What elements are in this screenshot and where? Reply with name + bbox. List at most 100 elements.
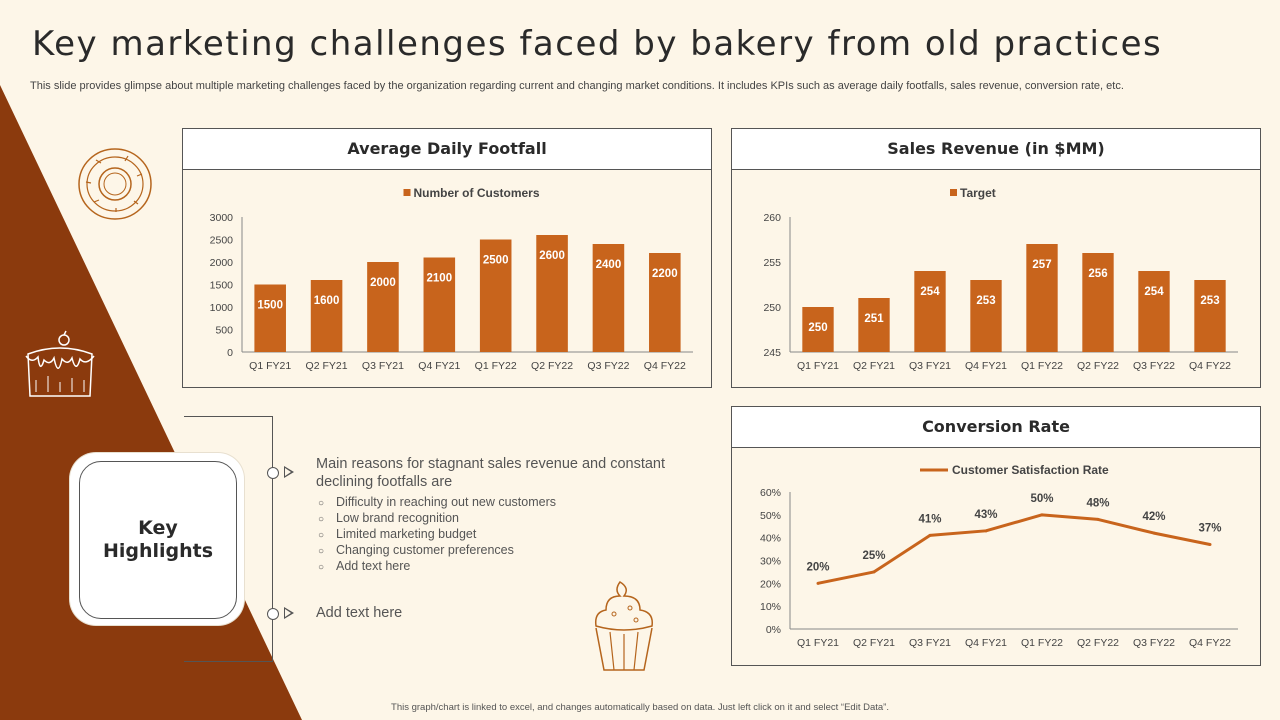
donut-icon <box>78 148 152 220</box>
conversion-chart[interactable]: Customer Satisfaction Rate 0% 10% 20% 30% 40%… <box>732 448 1260 665</box>
data-point <box>928 533 932 537</box>
list-item: ○ Low brand recognition <box>318 510 556 526</box>
legend-swatch <box>950 189 957 196</box>
legend: Number of Customers <box>403 186 540 200</box>
bar <box>479 239 512 352</box>
revenue-panel: Sales Revenue (in $MM) Target 245 250 255 26… <box>731 128 1261 388</box>
x-tick-label: Q2 FY22 <box>531 360 573 372</box>
highlights-connector <box>184 416 273 662</box>
x-tick-label: Q3 FY21 <box>909 360 951 372</box>
y-tick-label: 245 <box>763 347 781 359</box>
y-tick-label: 2000 <box>210 257 234 269</box>
data-label: 50% <box>1030 493 1053 505</box>
y-tick-label: 1000 <box>210 302 234 314</box>
data-label: 2200 <box>652 268 678 280</box>
data-label: 43% <box>974 509 997 521</box>
footfall-chart[interactable]: Number of Customers 0 500 1000 1500 2000 2500 3… <box>183 170 711 387</box>
y-tick-label: 2500 <box>210 235 234 247</box>
revenue-title: Sales Revenue (in $MM) <box>732 129 1260 170</box>
footfall-title: Average Daily Footfall <box>183 129 711 170</box>
list-item-text: Changing customer preferences <box>336 543 514 557</box>
x-tick-label: Q4 FY22 <box>644 360 686 372</box>
bar <box>1082 253 1114 352</box>
data-label: 257 <box>1032 259 1051 271</box>
list-item: ○ Changing customer preferences <box>318 542 556 558</box>
x-tick-label: Q3 FY22 <box>1133 637 1175 649</box>
legend: Target <box>950 186 996 200</box>
bullet-icon: ○ <box>318 514 325 525</box>
y-tick-label: 40% <box>760 533 781 545</box>
legend: Customer Satisfaction Rate <box>920 463 1109 477</box>
x-tick-label: Q2 FY21 <box>853 637 895 649</box>
data-label: 1600 <box>314 295 340 307</box>
x-tick-label: Q3 FY22 <box>1133 360 1175 372</box>
x-tick-label: Q1 FY21 <box>249 360 291 372</box>
list-item: ○ Limited marketing budget <box>318 526 556 542</box>
data-point <box>1208 543 1212 547</box>
data-point <box>1096 517 1100 521</box>
legend-label: Customer Satisfaction Rate <box>952 463 1109 477</box>
x-tick-label: Q4 FY22 <box>1189 637 1231 649</box>
list-item: ○ Difficulty in reaching out new customer… <box>318 494 556 510</box>
highlights-list: ○ Difficulty in reaching out new customer… <box>318 494 556 574</box>
bullet-icon: ○ <box>318 530 325 541</box>
data-label: 251 <box>864 313 884 325</box>
x-tick-label: Q2 FY22 <box>1077 637 1119 649</box>
y-tick-label: 500 <box>215 325 233 337</box>
x-tick-label: Q2 FY22 <box>1077 360 1119 372</box>
list-item: ○ Add text here <box>318 558 556 574</box>
data-point <box>816 581 820 585</box>
x-tick-label: Q1 FY22 <box>1021 360 1063 372</box>
key-highlights-box: Key Highlights <box>79 461 237 619</box>
data-label: 2500 <box>483 255 509 267</box>
bar <box>858 298 890 352</box>
y-tick-label: 260 <box>763 212 781 224</box>
connector-node-2 <box>267 608 279 620</box>
highlights-add-text[interactable]: Add text here <box>316 605 403 621</box>
data-label: 2400 <box>596 259 622 271</box>
bar <box>310 280 343 352</box>
page-title: Key marketing challenges faced by bakery… <box>32 24 1163 64</box>
key-highlights-line1: Key <box>138 517 178 539</box>
x-tick-label: Q4 FY21 <box>965 360 1007 372</box>
data-label: 48% <box>1086 497 1109 509</box>
series-line <box>817 513 1211 585</box>
cake-icon <box>25 330 95 397</box>
footer-note: This graph/chart is linked to excel, and… <box>391 702 889 713</box>
x-tick-label: Q1 FY22 <box>475 360 517 372</box>
bar <box>254 284 286 352</box>
x-tick-label: Q2 FY21 <box>853 360 895 372</box>
data-label: 250 <box>808 322 827 334</box>
bullet-icon: ○ <box>318 562 325 573</box>
data-label: 20% <box>806 561 829 573</box>
highlights-main-text: Main reasons for stagnant sales revenue … <box>316 456 666 490</box>
y-tick-label: 0 <box>227 347 233 359</box>
data-point <box>1040 513 1044 517</box>
data-label: 256 <box>1088 268 1107 280</box>
bar <box>1194 280 1226 352</box>
y-tick-label: 3000 <box>210 212 234 224</box>
data-label: 1500 <box>257 300 283 312</box>
x-tick-label: Q3 FY21 <box>362 360 404 372</box>
revenue-chart[interactable]: Target 245 250 255 260 Q1 FY21 Q2 FY21 Q3 FY21 Q… <box>732 170 1260 387</box>
data-label: 41% <box>918 513 941 525</box>
data-label: 2100 <box>427 273 453 285</box>
y-tick-label: 250 <box>763 302 781 314</box>
x-tick-label: Q4 FY21 <box>418 360 460 372</box>
x-tick-label: Q1 FY21 <box>797 360 839 372</box>
x-tick-label: Q3 FY22 <box>587 360 629 372</box>
y-tick-label: 0% <box>766 624 781 636</box>
x-tick-label: Q4 FY21 <box>965 637 1007 649</box>
y-tick-label: 10% <box>760 601 781 613</box>
footfall-panel: Average Daily Footfall Number of Custome… <box>182 128 712 388</box>
list-item-text: Limited marketing budget <box>336 527 477 541</box>
y-tick-label: 60% <box>760 487 781 499</box>
arrow-icon <box>284 607 294 619</box>
conversion-title: Conversion Rate <box>732 407 1260 448</box>
y-tick-label: 20% <box>760 578 781 590</box>
arrow-icon <box>284 466 294 478</box>
bar <box>367 262 399 352</box>
connector-node-1 <box>267 467 279 479</box>
data-label: 2000 <box>370 277 396 289</box>
data-label: 254 <box>1144 286 1164 298</box>
